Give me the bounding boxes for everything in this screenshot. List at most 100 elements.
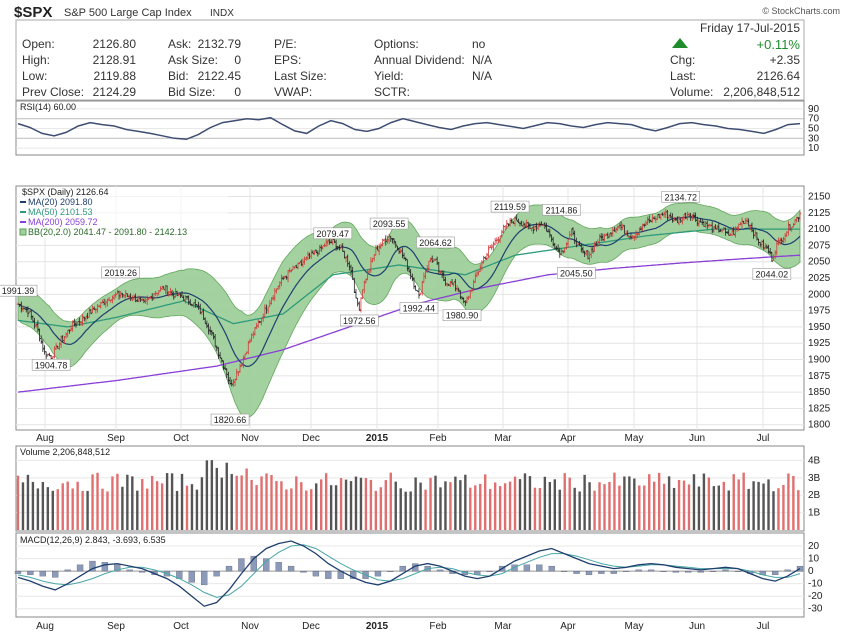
month-label: Aug — [36, 621, 54, 632]
volume-bar — [76, 481, 79, 530]
volume-bar — [359, 477, 363, 530]
volume-bar — [722, 481, 725, 530]
volume-bar — [240, 475, 243, 530]
macd-histogram-bar — [523, 564, 531, 572]
month-label: Mar — [494, 433, 512, 444]
volume-bar — [409, 491, 412, 530]
chg-value: +2.35 — [770, 53, 801, 67]
month-label: Aug — [36, 433, 54, 444]
volume-bar — [434, 475, 437, 530]
volume-bar — [533, 487, 537, 530]
ma200-legend: MA(200) 2059.72 — [28, 217, 98, 227]
macd-histogram-bar — [188, 570, 195, 583]
chg-label: Chg: — [670, 53, 695, 67]
volume-bar — [518, 479, 522, 530]
options-label: Options: — [374, 37, 419, 51]
rsi-tick-label: 70 — [808, 114, 820, 125]
volume-bar — [464, 474, 467, 530]
index-name: S&P 500 Large Cap Index — [64, 7, 192, 19]
volume-bar — [737, 479, 740, 530]
volume-legend: Volume 2,206,848,512 — [20, 447, 110, 457]
volume-bar — [513, 476, 517, 530]
volume-bar — [449, 482, 452, 530]
macd-histogram-bar — [225, 565, 233, 572]
macd-histogram-bar — [312, 570, 320, 577]
volume-bar — [21, 482, 25, 530]
price-tick-label: 2100 — [808, 224, 831, 235]
month-label: Jul — [757, 433, 770, 444]
volume-bar — [354, 476, 358, 530]
open-value: 2126.80 — [93, 37, 137, 51]
macd-histogram-bar — [39, 570, 46, 577]
volume-bar — [334, 485, 338, 530]
high-label: High: — [22, 53, 50, 67]
volume-bar — [51, 490, 54, 530]
volume-bar — [315, 483, 318, 530]
volume-bar — [578, 491, 581, 530]
volume-bar — [797, 490, 800, 530]
volume-bar — [712, 486, 716, 530]
prev-close-value: 2124.29 — [93, 85, 137, 99]
ask-value: 2132.79 — [198, 37, 242, 51]
month-label: Dec — [302, 621, 320, 632]
volume-bar — [190, 484, 194, 530]
price-annotation: 1820.66 — [214, 415, 247, 425]
price-annotation: 1992.44 — [403, 304, 436, 314]
price-tick-label: 1900 — [808, 355, 831, 366]
volume-bar — [792, 475, 795, 530]
volume-bar — [26, 474, 30, 530]
up-arrow-icon — [672, 38, 688, 48]
volume-bar — [767, 479, 770, 530]
price-tick-label: 2150 — [808, 192, 831, 203]
volume-bar — [319, 479, 323, 530]
price-tick-label: 1975 — [808, 306, 831, 317]
price-annotation: 1980.90 — [446, 311, 479, 321]
volume-bar — [752, 481, 755, 530]
volume-bar — [220, 477, 223, 530]
volume-bar — [672, 487, 676, 530]
volume-bar — [185, 485, 189, 530]
volume-bar — [379, 487, 383, 530]
rsi-legend: RSI(14) 60.00 — [20, 102, 76, 112]
yield-value: N/A — [472, 69, 492, 83]
price-label-box — [416, 236, 455, 249]
volume-bar — [106, 491, 109, 530]
volume-bar — [71, 488, 74, 530]
price-annotation: 2045.50 — [560, 268, 593, 278]
volume-bar — [349, 481, 353, 530]
volume-bar — [205, 460, 209, 530]
volume-bar — [469, 487, 472, 530]
volume-bar — [503, 483, 507, 530]
price-label-box — [490, 200, 530, 213]
volume-bar — [459, 480, 462, 530]
annual-dividend-value: N/A — [472, 53, 492, 67]
bid-size-value: 0 — [234, 85, 241, 99]
volume-bar — [717, 485, 721, 530]
macd-line — [17, 540, 801, 607]
macd-histogram-bar — [660, 570, 667, 572]
exchange-label: INDX — [210, 8, 234, 19]
eps-label: EPS: — [274, 53, 301, 67]
price-tick-label: 2125 — [808, 208, 831, 219]
price-label-box — [339, 314, 379, 327]
month-label: Dec — [302, 433, 320, 444]
volume-bar — [593, 490, 596, 530]
volume-bar — [444, 481, 447, 530]
month-label: Feb — [429, 433, 447, 444]
volume-bar — [81, 490, 84, 530]
volume-bar — [662, 483, 666, 530]
volume-bar — [777, 488, 780, 530]
volume-bar — [324, 473, 328, 530]
ask-label: Ask: — [168, 37, 191, 51]
volume-bar — [150, 475, 154, 530]
volume-bar — [757, 481, 760, 530]
volume-bar — [598, 482, 601, 530]
volume-bar — [404, 491, 407, 530]
month-label: 2015 — [366, 433, 389, 444]
volume-bar — [568, 477, 571, 530]
macd-histogram-bar — [399, 565, 406, 572]
last-size-label: Last Size: — [274, 69, 327, 83]
change-percent: +0.11% — [757, 37, 801, 52]
prev-close-label: Prev Close: — [22, 85, 84, 99]
